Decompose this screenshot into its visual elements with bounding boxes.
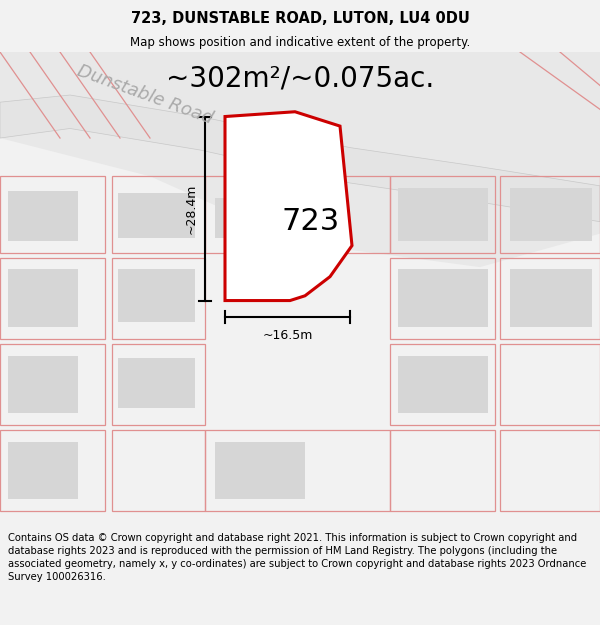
Polygon shape — [398, 269, 488, 327]
Text: ~16.5m: ~16.5m — [262, 329, 313, 342]
Text: Contains OS data © Crown copyright and database right 2021. This information is : Contains OS data © Crown copyright and d… — [8, 533, 586, 582]
Polygon shape — [0, 95, 600, 222]
Polygon shape — [118, 269, 195, 322]
Polygon shape — [398, 188, 488, 241]
Polygon shape — [0, 52, 600, 267]
Polygon shape — [118, 193, 195, 238]
Polygon shape — [215, 442, 305, 499]
Polygon shape — [215, 198, 305, 238]
Polygon shape — [510, 188, 592, 241]
Polygon shape — [225, 112, 352, 301]
Polygon shape — [8, 191, 78, 241]
Polygon shape — [8, 356, 78, 413]
Text: ~302m²/~0.075ac.: ~302m²/~0.075ac. — [166, 64, 434, 92]
Text: 723, DUNSTABLE ROAD, LUTON, LU4 0DU: 723, DUNSTABLE ROAD, LUTON, LU4 0DU — [131, 11, 469, 26]
Polygon shape — [8, 269, 78, 327]
Text: Map shows position and indicative extent of the property.: Map shows position and indicative extent… — [130, 36, 470, 49]
Text: 723: 723 — [281, 208, 340, 236]
Text: Dunstable Road: Dunstable Road — [75, 62, 215, 127]
Polygon shape — [118, 358, 195, 408]
Text: ~28.4m: ~28.4m — [185, 183, 197, 234]
Polygon shape — [510, 269, 592, 327]
Polygon shape — [398, 356, 488, 413]
Polygon shape — [8, 442, 78, 499]
